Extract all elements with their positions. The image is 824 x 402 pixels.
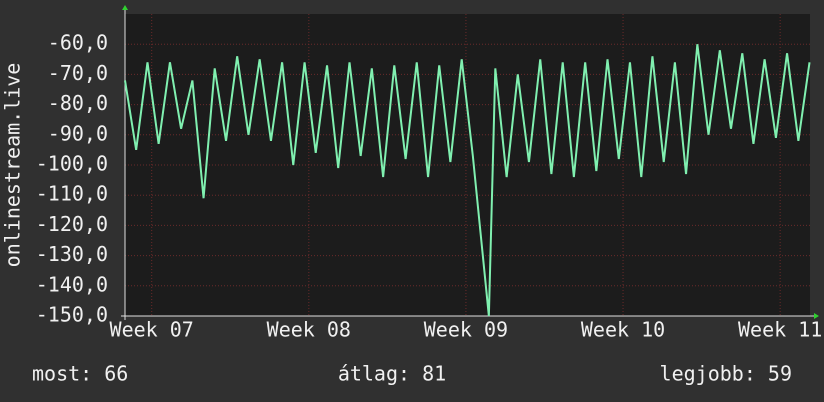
stat-best: legjobb: 59 <box>660 362 792 386</box>
y-tick-label: -60,0 <box>48 31 108 55</box>
x-tick-label: Week 08 <box>267 318 351 342</box>
y-tick-label: -130,0 <box>36 242 108 266</box>
x-tick-label: Week 07 <box>110 318 194 342</box>
y-axis-title: onlinestream.live <box>1 63 25 268</box>
stat-average: átlag: 81 <box>338 362 446 386</box>
y-tick-label: -100,0 <box>36 152 108 176</box>
axis-arrow <box>122 5 128 10</box>
x-tick-label: Week 10 <box>581 318 665 342</box>
x-tick-label: Week 09 <box>424 318 508 342</box>
y-tick-label: -120,0 <box>36 212 108 236</box>
y-tick-label: -80,0 <box>48 91 108 115</box>
y-tick-label: -140,0 <box>36 272 108 296</box>
stat-current: most: 66 <box>32 362 128 386</box>
y-tick-label: -70,0 <box>48 61 108 85</box>
y-tick-label: -90,0 <box>48 121 108 145</box>
data-line <box>124 44 811 317</box>
axis-arrow <box>814 313 819 319</box>
y-tick-label: -110,0 <box>36 182 108 206</box>
x-tick-label: Week 11 <box>738 318 822 342</box>
y-tick-label: -150,0 <box>36 303 108 327</box>
